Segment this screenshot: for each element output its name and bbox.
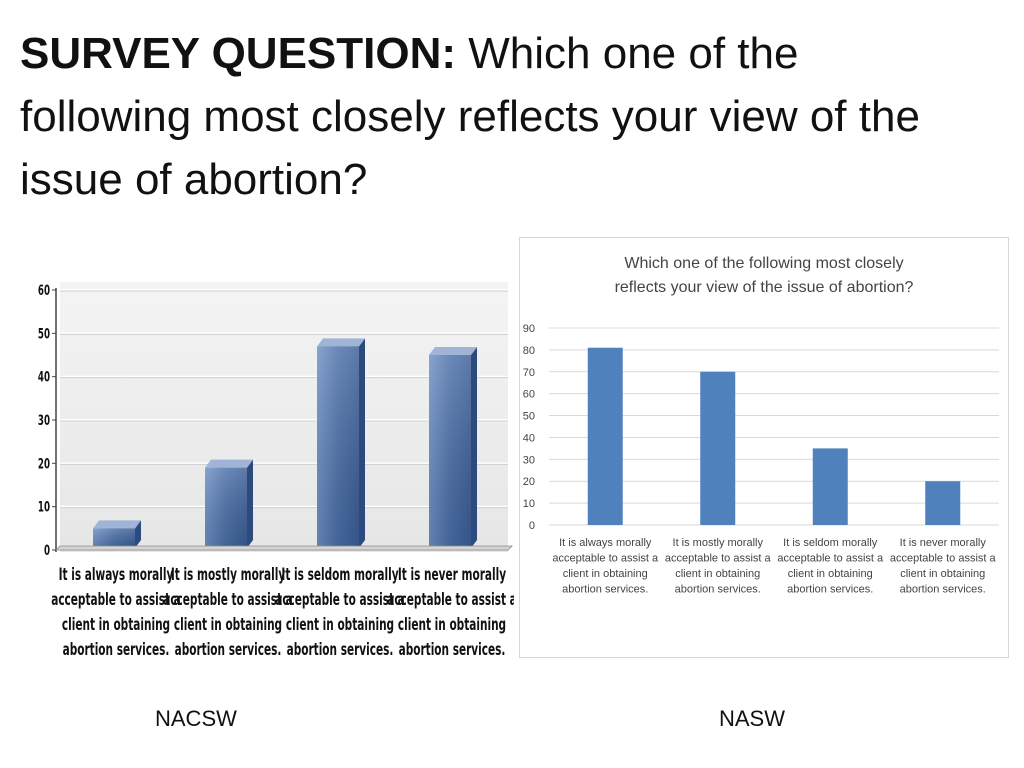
- nasw-y-tick-label: 40: [523, 432, 535, 444]
- nacsw-bar: [205, 459, 253, 548]
- nacsw-y-tick-label: 30: [38, 412, 50, 429]
- nacsw-bar-side: [135, 520, 141, 548]
- nasw-category-label: It is seldom morally acceptable to assist…: [777, 537, 884, 596]
- nasw-category-label: It is always morally acceptable to assist…: [552, 537, 659, 596]
- nasw-y-tick-label: 0: [529, 520, 535, 532]
- nacsw-bar: [429, 347, 477, 548]
- nacsw-category-label: It is mostly morally acceptable to assist…: [163, 566, 293, 660]
- nacsw-bar: [93, 520, 141, 548]
- nacsw-bar-top: [429, 347, 477, 355]
- nacsw-chart: 0 10 20 30 40 50 60 It is always morally accept…: [38, 282, 514, 660]
- nasw-category-label: It is mostly morally acceptable to assist…: [665, 537, 772, 596]
- title-lead: SURVEY QUESTION:: [20, 29, 457, 78]
- caption-nasw: NASW: [719, 706, 785, 731]
- nacsw-bar-sheen: [205, 467, 247, 548]
- caption-nacsw: NACSW: [155, 706, 237, 731]
- nacsw-y-tick-label: 0: [44, 542, 50, 559]
- nacsw-bar-top: [317, 338, 365, 347]
- nacsw-category-label: It is always morally acceptable to assist…: [51, 566, 181, 660]
- nacsw-category-label: It is seldom morally acceptable to assist…: [275, 566, 405, 660]
- nasw-y-tick-label: 60: [523, 389, 535, 401]
- nasw-chart: Which one of the following most closely r…: [519, 237, 1009, 658]
- nasw-bar: [812, 448, 848, 525]
- nasw-y-tick-label: 80: [523, 345, 535, 357]
- nacsw-bar-side: [247, 459, 253, 548]
- nasw-y-tick-label: 20: [523, 476, 535, 488]
- nacsw-category-label: It is never morally acceptable to assist …: [387, 566, 514, 660]
- nacsw-floor: [55, 545, 513, 551]
- nacsw-y-tick-label: 20: [38, 455, 50, 472]
- nacsw-bar-side: [359, 338, 365, 548]
- nasw-bar: [925, 481, 961, 525]
- nasw-y-tick-label: 10: [523, 498, 535, 510]
- nacsw-bar-sheen: [317, 346, 359, 548]
- nasw-category-label: It is never morally acceptable to assist …: [890, 537, 997, 596]
- nasw-bar: [587, 347, 623, 525]
- nacsw-bar: [317, 338, 365, 548]
- nasw-bar: [700, 371, 736, 525]
- nacsw-y-tick-label: 40: [38, 368, 50, 385]
- title-rest: Which one of the following most closely …: [20, 29, 920, 204]
- nacsw-bar-top: [205, 459, 253, 468]
- nacsw-y-tick-label: 50: [38, 325, 50, 342]
- nasw-y-tick-label: 50: [523, 411, 535, 423]
- nacsw-bar-sheen: [93, 528, 135, 548]
- slide-title: SURVEY QUESTION: Which one of the follow…: [20, 22, 980, 211]
- nacsw-bar-sheen: [429, 355, 471, 548]
- nasw-y-tick-label: 30: [523, 454, 535, 466]
- nacsw-bar-side: [471, 347, 477, 548]
- nacsw-bar-top: [93, 520, 141, 529]
- nasw-y-tick-label: 70: [523, 367, 535, 379]
- nacsw-y-tick-label: 60: [38, 282, 50, 299]
- nasw-y-tick-label: 90: [523, 323, 535, 335]
- nasw-chart-title: Which one of the following most closely r…: [615, 255, 914, 296]
- nacsw-y-tick-label: 10: [38, 498, 50, 515]
